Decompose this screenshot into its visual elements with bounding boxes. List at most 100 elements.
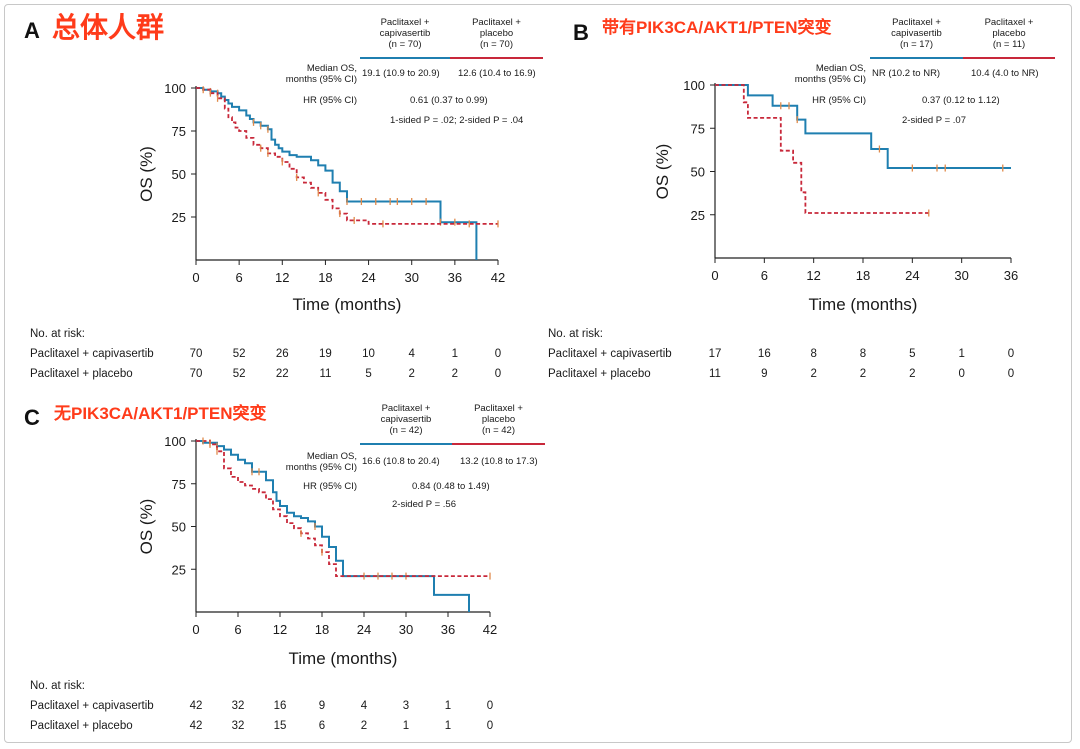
panel-c-risk-row-label-placebo: Paclitaxel + placebo: [30, 720, 133, 732]
panel-b-hr-value: 0.37 (0.12 to 1.12): [922, 95, 1000, 106]
panel-a-risk-value: 11: [319, 368, 332, 380]
panel-a-risk-value: 5: [365, 368, 372, 380]
panel-c-x-axis-label: Time (months): [289, 649, 398, 668]
panel-a-y-tick-label: 25: [172, 210, 186, 225]
panel-c-risk-value: 9: [318, 700, 326, 712]
panel-a-y-tick-label: 100: [164, 81, 186, 96]
panel-b-risk-value: 0: [1007, 348, 1015, 360]
panel-b-risk-row-label-capivasertib: Paclitaxel + capivasertib: [548, 348, 672, 360]
panel-c-y-tick-label: 100: [164, 434, 186, 449]
panel-c-risk-value: 1: [402, 720, 410, 732]
panel-c-hr-label: HR (95% CI): [303, 481, 357, 492]
panel-b-y-tick-label: 100: [683, 78, 705, 93]
panel-b-risk-value: 9: [761, 368, 768, 380]
panel-b-risk-value: 5: [909, 348, 916, 360]
panel-c-risk-title: No. at risk:: [30, 680, 85, 692]
panel-a-risk-value: 22: [275, 368, 289, 380]
panel-c-risk-value: 16: [273, 700, 287, 712]
panel-b-risk-value: 8: [859, 348, 867, 360]
panel-b-median-arm1: NR (10.2 to NR): [872, 68, 941, 79]
panel-b-letter: B: [573, 20, 589, 45]
panel-b-risk-value: 2: [859, 368, 867, 380]
panel-b-x-tick-label: 18: [856, 268, 870, 283]
panel-a-risk-value: 4: [408, 348, 415, 360]
panel-a-risk-value: 19: [319, 348, 332, 360]
panel-c-risk-value: 32: [231, 700, 245, 712]
panel-c-x-tick-label: 12: [273, 622, 287, 637]
panel-c-median-arm1: 16.6 (10.8 to 20.4): [362, 456, 440, 467]
panel-c-y-tick-label: 75: [172, 477, 186, 492]
panel-b-x-tick-label: 30: [954, 268, 968, 283]
panel-a-letter: A: [24, 18, 40, 43]
panel-c-risk-value: 42: [189, 700, 203, 712]
panel-a-x-axis-label: Time (months): [293, 295, 402, 314]
panel-c-risk-row-label-capivasertib: Paclitaxel + capivasertib: [30, 700, 154, 712]
panel-c-risk-value: 3: [402, 700, 410, 712]
panel-c-x-tick-label: 36: [441, 622, 455, 637]
panel-c-x-tick-label: 30: [399, 622, 413, 637]
panel-a-risk-value: 26: [275, 348, 289, 360]
panel-c-risk-value: 32: [231, 720, 245, 732]
panel-b-y-tick-label: 75: [691, 121, 705, 136]
panel-b-risk-value: 8: [810, 348, 817, 360]
panel-b-x-tick-label: 24: [905, 268, 919, 283]
panel-c-y-tick-label: 25: [172, 562, 186, 577]
panel-a-x-tick-label: 18: [318, 270, 332, 285]
panel-a-risk-value: 52: [232, 348, 246, 360]
panel-c-risk-value: 0: [486, 700, 494, 712]
panel-c-risk-value: 15: [273, 720, 287, 732]
panel-c-median-label: Median OS, months (95% CI): [285, 451, 357, 473]
panel-b-risk-value: 0: [1007, 368, 1015, 380]
panel-b-risk-value: 2: [810, 368, 817, 380]
panel-a-risk-value: 2: [408, 368, 415, 380]
panel-c-x-tick-label: 42: [483, 622, 497, 637]
panel-c-curve-capivasertib: [196, 440, 470, 612]
panel-a-risk-value: 0: [494, 368, 502, 380]
panel-c-title: 无PIK3CA/AKT1/PTEN突变: [54, 404, 267, 423]
panel-b-hr-label: HR (95% CI): [812, 95, 866, 106]
panel-b-x-tick-label: 36: [1004, 268, 1018, 283]
panel-c-arm1-header: Paclitaxel + capivasertib (n = 42): [380, 403, 432, 436]
panel-b-risk-value: 0: [958, 368, 965, 380]
panel-c-y-tick-label: 50: [172, 520, 186, 535]
panel-a-title: 总体人群: [52, 12, 165, 43]
panel-a-arm1-header: Paclitaxel + capivasertib (n = 70): [379, 17, 431, 50]
panel-c-median-arm2: 13.2 (10.8 to 17.3): [460, 456, 538, 467]
panel-a-risk-value: 70: [189, 368, 203, 380]
panel-a-risk-value: 10: [362, 348, 375, 360]
panel-a-risk-value: 70: [189, 348, 203, 360]
panel-b-curve-capivasertib: [715, 84, 1011, 169]
panel-a-median-label: Median OS, months (95% CI): [285, 63, 357, 85]
panel-c-y-axis-label: OS (%): [137, 499, 156, 555]
panel-b-x-axis-label: Time (months): [809, 295, 918, 314]
panel-b-risk-value: 2: [909, 368, 916, 380]
panel-a-risk-row-label-placebo: Paclitaxel + placebo: [30, 368, 133, 380]
panel-c-x-tick-label: 6: [234, 622, 241, 637]
panel-c-x-tick-label: 18: [315, 622, 329, 637]
panel-a-y-tick-label: 50: [172, 167, 186, 182]
panel-a-risk-value: 0: [494, 348, 502, 360]
panel-b-median-arm2: 10.4 (4.0 to NR): [971, 68, 1039, 79]
panel-c-x-tick-label: 0: [192, 622, 199, 637]
panel-b-title: 带有PIK3CA/AKT1/PTEN突变: [602, 18, 832, 37]
panel-c-risk-value: 42: [189, 720, 203, 732]
panel-a-risk-value: 1: [451, 348, 459, 360]
panel-b-p-value: 2-sided P = .07: [902, 115, 966, 126]
panel-c-x-tick-label: 24: [357, 622, 371, 637]
panel-a-hr-label: HR (95% CI): [303, 95, 357, 106]
panel-b-risk-value: 11: [709, 368, 721, 380]
panel-c-risk-value: 0: [486, 720, 494, 732]
panel-a-risk-value: 52: [232, 368, 246, 380]
panel-b-risk-title: No. at risk:: [548, 328, 603, 340]
panel-a-x-tick-label: 0: [192, 270, 199, 285]
panel-c-risk-value: 4: [360, 700, 368, 712]
panel-c-risk-value: 1: [444, 720, 452, 732]
panel-b-risk-row-label-placebo: Paclitaxel + placebo: [548, 368, 651, 380]
panel-a-curve-capivasertib: [196, 87, 478, 260]
panel-b-risk-value: 16: [757, 348, 771, 360]
panel-a-x-tick-label: 24: [361, 270, 375, 285]
panel-a-x-tick-label: 6: [236, 270, 243, 285]
panel-a-risk-title: No. at risk:: [30, 328, 85, 340]
panel-a-risk-row-label-capivasertib: Paclitaxel + capivasertib: [30, 348, 154, 360]
